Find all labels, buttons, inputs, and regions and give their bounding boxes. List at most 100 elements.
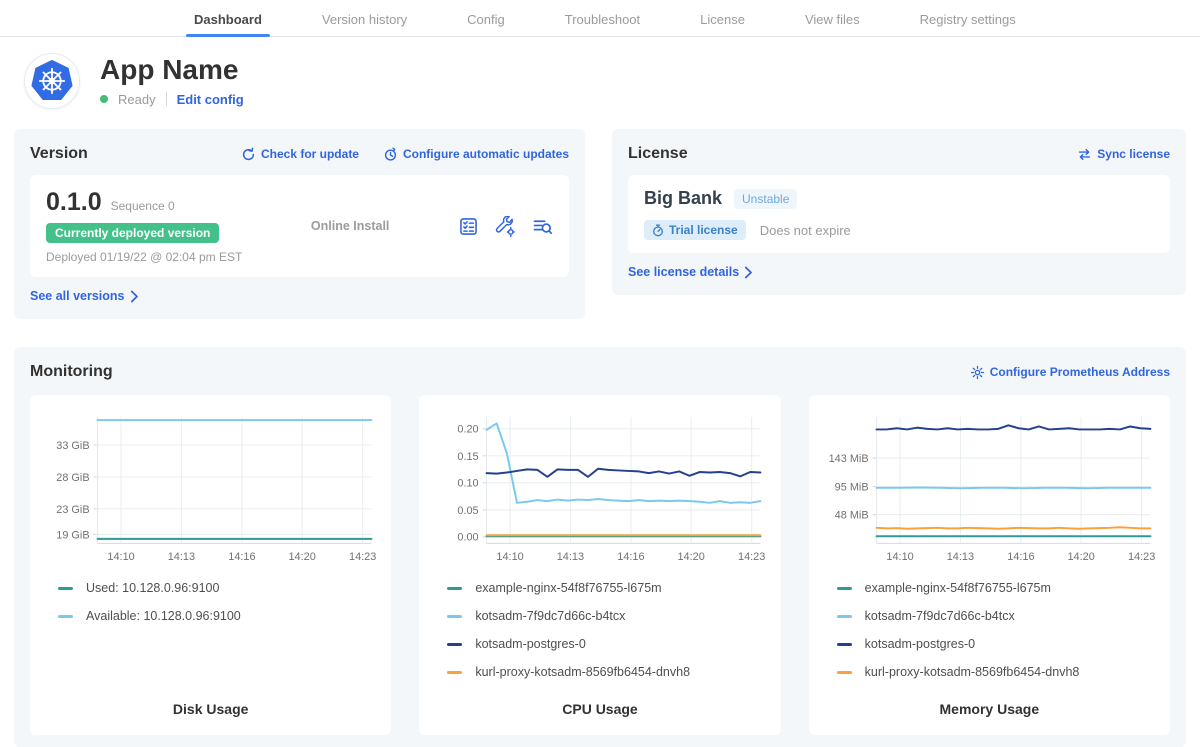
- svg-text:14:23: 14:23: [1128, 551, 1155, 563]
- svg-text:33 GiB: 33 GiB: [56, 440, 89, 452]
- app-header: App Name Ready Edit config: [0, 37, 1200, 121]
- configure-prometheus-link[interactable]: Configure Prometheus Address: [970, 365, 1170, 380]
- legend-label: example-nginx-54f8f76755-l675m: [475, 581, 661, 595]
- svg-text:0.00: 0.00: [458, 532, 479, 544]
- see-license-details-link[interactable]: See license details: [628, 265, 753, 279]
- check-for-update-link[interactable]: Check for update: [241, 147, 359, 162]
- license-panel-title: License: [628, 145, 688, 163]
- tab-license[interactable]: License: [698, 2, 747, 36]
- svg-text:14:13: 14:13: [946, 551, 973, 563]
- current-version-card: 0.1.0 Sequence 0 Currently deployed vers…: [30, 175, 569, 277]
- legend-item: kurl-proxy-kotsadm-8569fb6454-dnvh8: [837, 665, 1160, 679]
- chevron-right-icon: [744, 266, 753, 279]
- svg-text:14:20: 14:20: [1067, 551, 1094, 563]
- svg-text:14:23: 14:23: [738, 551, 765, 563]
- configure-automatic-updates-link[interactable]: Configure automatic updates: [383, 147, 569, 162]
- deploy-logs-icon[interactable]: [532, 216, 553, 237]
- license-panel: License Sync license Big Bank Unstable T…: [612, 129, 1186, 295]
- install-type-label: Online Install: [242, 219, 458, 233]
- svg-text:14:20: 14:20: [289, 551, 316, 563]
- svg-text:0.20: 0.20: [458, 424, 479, 436]
- config-wrench-icon[interactable]: [495, 216, 516, 237]
- svg-text:14:16: 14:16: [228, 551, 255, 563]
- svg-text:0.05: 0.05: [458, 505, 479, 517]
- edit-config-link[interactable]: Edit config: [177, 92, 244, 107]
- memory-usage-plot: 14:1014:1314:1614:2014:23143 MiB95 MiB48…: [819, 409, 1160, 569]
- monitoring-panel: Monitoring Configure Prometheus Address …: [14, 347, 1186, 747]
- legend-swatch: [58, 587, 73, 590]
- disk-usage-plot: 14:1014:1314:1614:2014:2333 GiB28 GiB23 …: [40, 409, 381, 569]
- svg-text:48 MiB: 48 MiB: [834, 510, 868, 522]
- preflight-checklist-icon[interactable]: [458, 216, 479, 237]
- legend-item: kotsadm-7f9dc7d66c-b4tcx: [837, 609, 1160, 623]
- svg-text:23 GiB: 23 GiB: [56, 504, 89, 516]
- legend-item: Available: 10.128.0.96:9100: [58, 609, 381, 623]
- license-expiration: Does not expire: [760, 223, 851, 238]
- customer-name: Big Bank: [644, 188, 722, 209]
- svg-text:14:13: 14:13: [557, 551, 584, 563]
- svg-text:14:10: 14:10: [107, 551, 134, 563]
- memory-usage-legend: example-nginx-54f8f76755-l675m kotsadm-7f…: [837, 581, 1160, 679]
- legend-label: Used: 10.128.0.96:9100: [86, 581, 219, 595]
- legend-swatch: [447, 587, 462, 590]
- license-type-badge: Trial license: [644, 220, 746, 240]
- svg-text:14:16: 14:16: [618, 551, 645, 563]
- svg-text:14:10: 14:10: [886, 551, 913, 563]
- version-number: 0.1.0: [46, 188, 102, 217]
- svg-text:14:13: 14:13: [168, 551, 195, 563]
- deployed-badge: Currently deployed version: [46, 223, 219, 243]
- chevron-right-icon: [130, 290, 139, 303]
- status-text: Ready: [118, 92, 156, 107]
- legend-label: kotsadm-postgres-0: [865, 637, 975, 651]
- legend-swatch: [837, 671, 852, 674]
- cpu-usage-chart-card: 14:1014:1314:1614:2014:230.200.150.100.0…: [419, 395, 780, 735]
- svg-text:0.15: 0.15: [458, 451, 479, 463]
- legend-item: kotsadm-7f9dc7d66c-b4tcx: [447, 609, 770, 623]
- deployed-timestamp: Deployed 01/19/22 @ 02:04 pm EST: [46, 250, 242, 264]
- legend-swatch: [447, 615, 462, 618]
- disk-usage-legend: Used: 10.128.0.96:9100 Available: 10.128.…: [58, 581, 381, 623]
- see-all-versions-link[interactable]: See all versions: [30, 289, 139, 303]
- status-dot: [100, 95, 108, 103]
- refresh-icon: [241, 147, 256, 162]
- legend-item: kotsadm-postgres-0: [447, 637, 770, 651]
- tab-registry-settings[interactable]: Registry settings: [918, 2, 1018, 36]
- sync-icon: [1077, 147, 1092, 162]
- sync-license-link[interactable]: Sync license: [1077, 147, 1170, 162]
- legend-label: kotsadm-postgres-0: [475, 637, 585, 651]
- legend-label: kurl-proxy-kotsadm-8569fb6454-dnvh8: [475, 665, 690, 679]
- license-card: Big Bank Unstable Trial license Does not…: [628, 175, 1170, 253]
- channel-badge: Unstable: [734, 189, 797, 209]
- version-panel-title: Version: [30, 145, 88, 163]
- legend-item: example-nginx-54f8f76755-l675m: [447, 581, 770, 595]
- tab-view-files[interactable]: View files: [803, 2, 862, 36]
- svg-text:143 MiB: 143 MiB: [828, 453, 868, 465]
- version-panel: Version Check for update Configure autom…: [14, 129, 585, 319]
- legend-swatch: [837, 643, 852, 646]
- tab-version-history[interactable]: Version history: [320, 2, 409, 36]
- legend-swatch: [447, 643, 462, 646]
- gear-icon: [970, 365, 985, 380]
- legend-item: example-nginx-54f8f76755-l675m: [837, 581, 1160, 595]
- svg-text:14:20: 14:20: [678, 551, 705, 563]
- svg-text:19 GiB: 19 GiB: [56, 529, 89, 541]
- chart-title: Memory Usage: [819, 701, 1160, 725]
- tab-troubleshoot[interactable]: Troubleshoot: [563, 2, 642, 36]
- monitoring-title: Monitoring: [30, 363, 113, 381]
- cpu-usage-legend: example-nginx-54f8f76755-l675m kotsadm-7f…: [447, 581, 770, 679]
- legend-item: kurl-proxy-kotsadm-8569fb6454-dnvh8: [447, 665, 770, 679]
- legend-label: example-nginx-54f8f76755-l675m: [865, 581, 1051, 595]
- disk-usage-chart-card: 14:1014:1314:1614:2014:2333 GiB28 GiB23 …: [30, 395, 391, 735]
- cpu-usage-plot: 14:1014:1314:1614:2014:230.200.150.100.0…: [429, 409, 770, 569]
- tab-dashboard[interactable]: Dashboard: [192, 2, 264, 36]
- chart-title: Disk Usage: [40, 701, 381, 725]
- svg-text:95 MiB: 95 MiB: [834, 482, 868, 494]
- svg-text:14:23: 14:23: [349, 551, 376, 563]
- svg-text:0.10: 0.10: [458, 478, 479, 490]
- kubernetes-logo: [24, 53, 80, 109]
- memory-usage-chart-card: 14:1014:1314:1614:2014:23143 MiB95 MiB48…: [809, 395, 1170, 735]
- legend-label: kurl-proxy-kotsadm-8569fb6454-dnvh8: [865, 665, 1080, 679]
- tab-config[interactable]: Config: [465, 2, 507, 36]
- legend-swatch: [837, 615, 852, 618]
- sequence-label: Sequence 0: [111, 199, 175, 213]
